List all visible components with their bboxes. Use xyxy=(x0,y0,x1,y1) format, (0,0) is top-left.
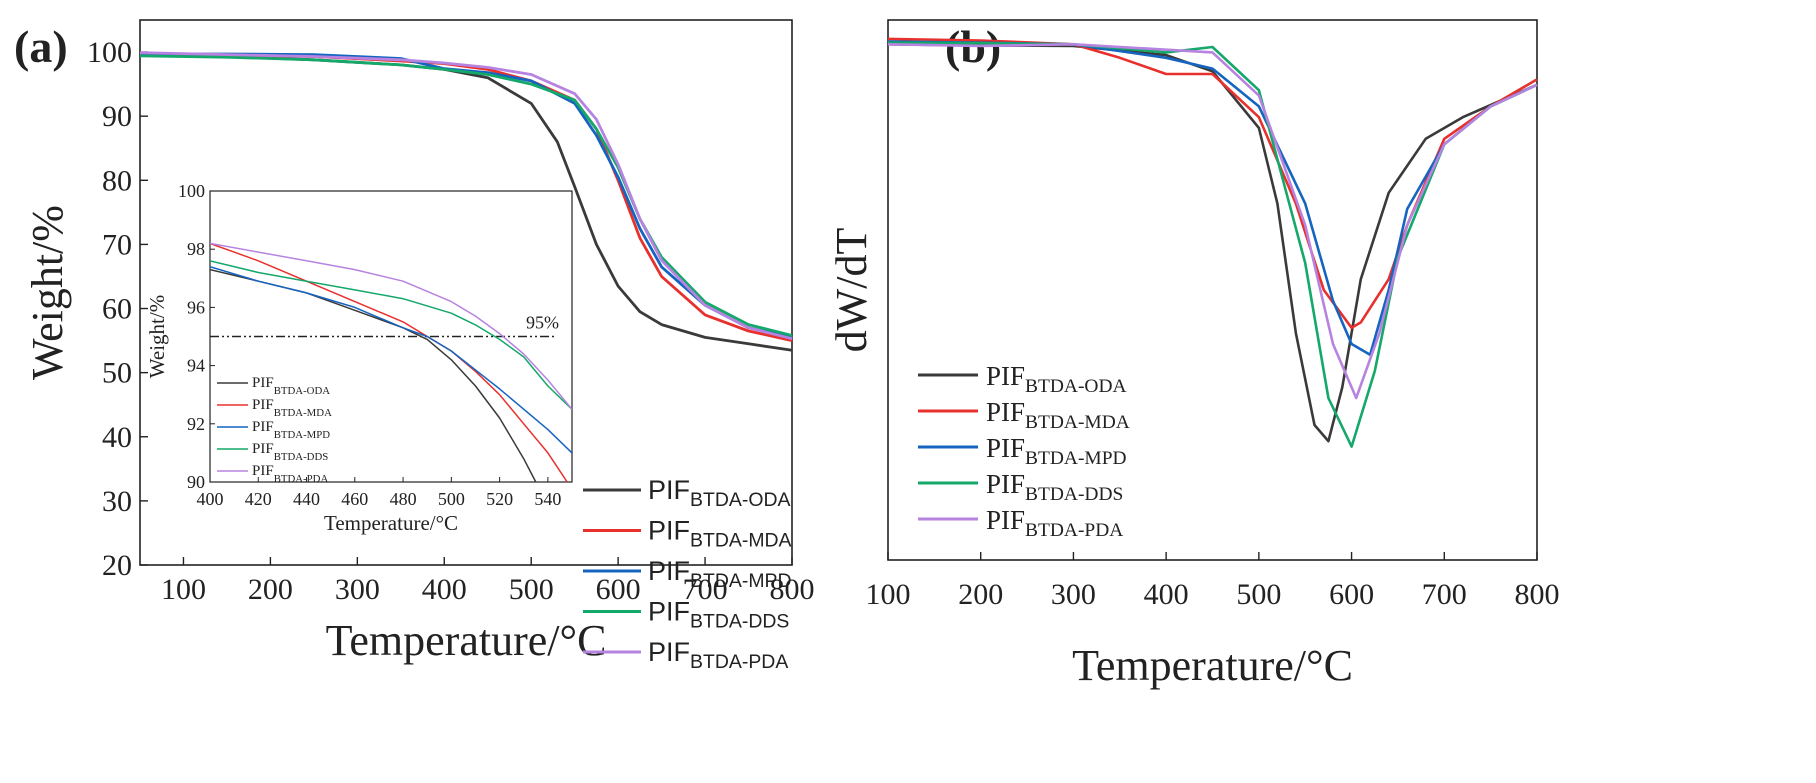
b-x-axis-title: Temperature/°C xyxy=(1072,641,1353,690)
inset-y-axis-title: Weight/% xyxy=(145,295,169,378)
inset-x-tick-label: 500 xyxy=(438,489,465,509)
y-tick-label: 30 xyxy=(102,485,132,518)
b-y-axis-title: dW/dT xyxy=(827,228,876,353)
b-x-tick-label: 800 xyxy=(1515,578,1560,611)
b-legend-label-dds: PIFBTDA-DDS xyxy=(986,469,1123,505)
legend-label-mpd: PIFBTDA-MPD xyxy=(648,556,792,592)
y-tick-label: 50 xyxy=(102,357,132,390)
b-x-tick-label: 100 xyxy=(866,578,911,611)
inset-y-tick-label: 90 xyxy=(187,472,205,492)
inset-series-line-dds xyxy=(210,260,572,410)
x-tick-label: 200 xyxy=(248,573,293,606)
legend-label-oda: PIFBTDA-ODA xyxy=(648,475,790,511)
y-tick-label: 90 xyxy=(102,100,132,133)
panel-a-inset-plot: 400 420 440 460 480 500 520 540 90 92 94 96 98 100 Tem… xyxy=(145,181,573,535)
legend-label-mda: PIFBTDA-MDA xyxy=(648,516,792,552)
b-x-tick-label: 400 xyxy=(1144,578,1189,611)
y-tick-label: 20 xyxy=(102,549,132,582)
b-legend-label-mda: PIFBTDA-MDA xyxy=(986,397,1130,433)
panel-a-label: (a) xyxy=(14,21,68,72)
x-tick-label: 700 xyxy=(683,573,728,606)
b-x-tick-label: 600 xyxy=(1329,578,1374,611)
inset-x-tick-label: 480 xyxy=(390,489,417,509)
inset-y-tick-label: 96 xyxy=(187,297,205,317)
inset-x-tick-label: 460 xyxy=(341,489,368,509)
series-line-mpd xyxy=(140,52,793,339)
b-legend-label-pda: PIFBTDA-PDA xyxy=(986,505,1123,541)
panel-b-frame xyxy=(887,19,1538,561)
inset-y-tick-label: 98 xyxy=(187,239,205,259)
inset-x-tick-label: 520 xyxy=(486,489,513,509)
inset-series-line-pda xyxy=(210,242,572,410)
b-x-tick-label: 200 xyxy=(958,578,1003,611)
y-axis-title: Weight/% xyxy=(23,205,72,380)
panel-a-frame xyxy=(139,19,793,566)
inset-y-tick-label: 92 xyxy=(187,414,205,434)
inset-x-tick-label: 440 xyxy=(293,489,320,509)
panel-b-plot: 100 200 300 400 500 600 700 800 Temperature/°C dW… xyxy=(827,19,1560,690)
b-x-tick-label: 500 xyxy=(1236,578,1281,611)
series-line-dds xyxy=(139,54,793,337)
inset-legend-label-oda: PIFBTDA-ODA xyxy=(252,375,330,397)
b-legend-label-oda: PIFBTDA-ODA xyxy=(986,361,1127,397)
x-tick-label: 600 xyxy=(596,573,641,606)
x-tick-label: 100 xyxy=(161,573,206,606)
inset-x-tick-label: 420 xyxy=(245,489,272,509)
inset-legend-label-pda: PIFBTDA-PDA xyxy=(252,463,328,485)
inset-legend-label-mda: PIFBTDA-MDA xyxy=(252,397,332,419)
series-line-pda xyxy=(139,51,793,341)
b-series-line-mpd xyxy=(887,40,1538,357)
inset-y-tick-label: 100 xyxy=(178,181,205,201)
inset-y-tick-label: 94 xyxy=(187,356,205,376)
b-legend-label-mpd: PIFBTDA-MPD xyxy=(986,433,1127,469)
y-tick-label: 80 xyxy=(102,164,132,197)
x-tick-label: 300 xyxy=(335,573,380,606)
y-tick-label: 40 xyxy=(102,421,132,454)
b-x-tick-label: 300 xyxy=(1051,578,1096,611)
legend-label-pda: PIFBTDA-PDA xyxy=(648,637,788,673)
b-series-line-mda xyxy=(887,37,1538,330)
b-x-tick-label: 700 xyxy=(1422,578,1467,611)
inset-x-tick-label: 540 xyxy=(534,489,561,509)
x-tick-label: 400 xyxy=(422,573,467,606)
y-tick-label: 70 xyxy=(102,228,132,261)
inset-x-tick-label: 400 xyxy=(197,489,224,509)
y-tick-label: 100 xyxy=(87,36,132,69)
threshold-95-label: 95% xyxy=(526,313,559,333)
x-axis-title: Temperature/°C xyxy=(326,616,607,665)
x-tick-label: 800 xyxy=(770,573,815,606)
inset-legend-label-dds: PIFBTDA-DDS xyxy=(252,441,328,463)
b-series-line-pda xyxy=(887,43,1538,400)
legend-label-dds: PIFBTDA-DDS xyxy=(648,597,789,633)
x-tick-label: 500 xyxy=(509,573,554,606)
inset-series-line-mpd xyxy=(210,265,572,454)
y-tick-label: 60 xyxy=(102,293,132,326)
inset-legend-label-mpd: PIFBTDA-MPD xyxy=(252,419,330,441)
inset-x-axis-title: Temperature/°C xyxy=(324,511,458,535)
panel-a-plot: 100 200 300 400 500 600 700 800 20 30 40 50 60 70 80 90… xyxy=(23,19,815,673)
